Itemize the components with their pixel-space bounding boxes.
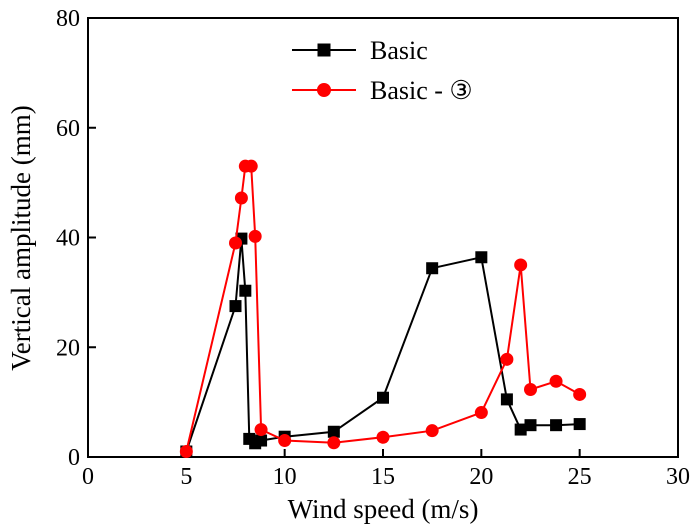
legend-label-basic-3: Basic - ③: [370, 76, 473, 105]
data-point: [500, 352, 514, 366]
data-point: [524, 383, 537, 397]
legend: Basic Basic - ③: [292, 36, 473, 105]
series-layer: [179, 159, 587, 459]
data-point: [524, 419, 537, 432]
x-tick-label: 15: [371, 464, 395, 490]
data-point: [377, 391, 389, 404]
data-point: [248, 229, 262, 243]
data-point: [278, 434, 292, 448]
series-0: [180, 232, 586, 458]
data-point: [229, 236, 242, 250]
x-tick-label: 30: [666, 464, 690, 490]
x-tick-label: 0: [82, 464, 94, 490]
legend-item-basic: Basic: [292, 36, 428, 65]
data-point: [500, 393, 513, 406]
data-point: [573, 418, 586, 431]
y-tick-label: 40: [56, 226, 80, 252]
y-axis-ticks: 0 20 40 60 80: [56, 6, 96, 471]
data-point: [327, 425, 340, 438]
data-point: [474, 406, 488, 420]
y-tick-label: 0: [68, 445, 80, 471]
x-tick-label: 25: [568, 464, 592, 490]
data-point: [254, 423, 268, 437]
data-point: [550, 419, 563, 432]
legend-label-basic: Basic: [370, 36, 428, 65]
y-tick-label: 80: [56, 6, 80, 32]
x-tick-label: 5: [180, 464, 192, 490]
data-point: [234, 191, 248, 205]
data-point: [549, 374, 563, 388]
data-point: [244, 159, 258, 173]
x-tick-label: 20: [469, 464, 493, 490]
data-point: [514, 423, 527, 436]
data-point: [425, 424, 439, 438]
x-axis-label: Wind speed (m/s): [288, 494, 479, 524]
data-point: [426, 262, 439, 275]
x-axis-ticks: 0 5 10 15 20 25 30: [82, 449, 690, 490]
legend-marker-basic: [317, 43, 331, 57]
data-point: [229, 300, 242, 313]
data-point: [514, 258, 528, 272]
y-tick-label: 20: [56, 335, 80, 361]
data-point: [255, 434, 268, 447]
series-1: [179, 159, 587, 459]
y-tick-label: 60: [56, 116, 80, 142]
data-point: [327, 436, 341, 450]
data-point: [179, 445, 193, 459]
data-point: [475, 251, 488, 264]
data-point: [573, 387, 587, 401]
data-point: [376, 430, 390, 444]
y-axis-label: Vertical amplitude (mm): [6, 105, 36, 370]
data-point: [239, 284, 252, 297]
legend-marker-basic-3: [317, 83, 331, 97]
x-tick-label: 10: [273, 464, 297, 490]
legend-item-basic-3: Basic - ③: [292, 76, 473, 105]
